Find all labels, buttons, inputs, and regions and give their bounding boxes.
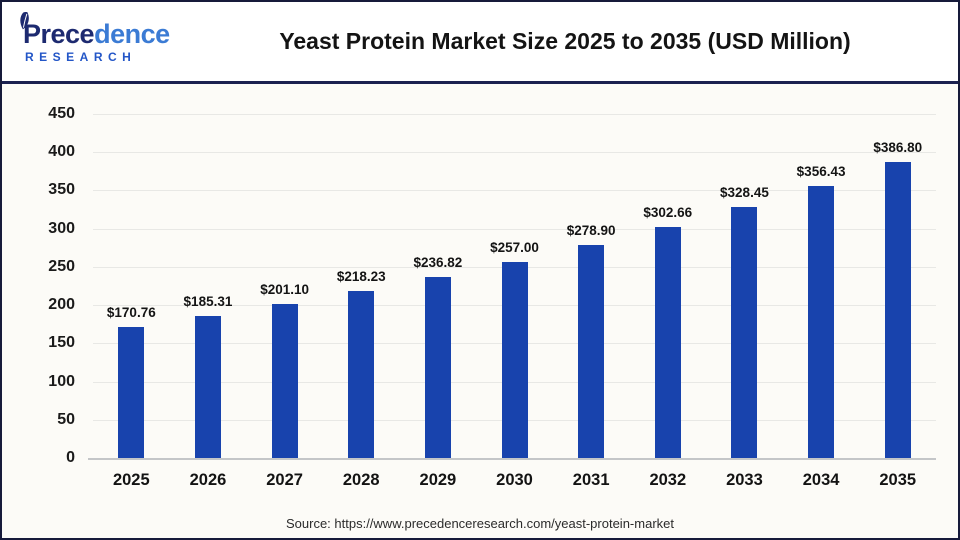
y-axis-tick-label: 400: [48, 143, 75, 161]
bar-2028: [348, 291, 375, 458]
gridline: [93, 190, 936, 192]
bar-2029: [424, 276, 451, 458]
bar-group: $218.23: [323, 114, 400, 458]
x-axis-tick-label: 2033: [726, 471, 763, 489]
bar-group: $170.76: [93, 114, 170, 458]
y-axis-tick-label: 350: [48, 181, 75, 199]
bar-2031: [578, 244, 605, 458]
chart-area: 450 400 350 300 250 200 150 100 50 0 $170.76 $185.…: [2, 84, 958, 538]
x-axis-tick-label: 2032: [649, 471, 687, 489]
y-axis-tick-label: 450: [48, 105, 75, 122]
bar-2027: [271, 304, 298, 458]
y-axis-tick-label: 0: [66, 449, 75, 466]
bar-value-label: $386.80: [873, 140, 923, 156]
bar-value-label: $278.90: [566, 222, 616, 238]
gridline: [93, 228, 936, 230]
bars-row: $170.76 $185.31 $201.10 $218.23 $236.82 $257.…: [93, 114, 936, 458]
bar-value-label: $201.10: [260, 282, 309, 298]
gridline: [93, 152, 936, 154]
x-axis-tick-label: 2029: [419, 471, 457, 489]
bar-group: $201.10: [246, 114, 323, 458]
y-axis-tick-label: 250: [48, 257, 75, 275]
y-axis-tick-label: 200: [48, 296, 75, 314]
bar-2030: [501, 261, 528, 458]
bar-value-label: $236.82: [413, 254, 463, 270]
chart-title: Yeast Protein Market Size 2025 to 2035 (…: [279, 28, 851, 54]
x-axis-line: [88, 458, 936, 460]
bar-2026: [194, 316, 221, 458]
bar-value-label: $257.00: [490, 239, 539, 255]
bar-value-label: $356.43: [796, 163, 846, 179]
bar-value-label: $302.66: [643, 204, 693, 220]
x-axis-tick-label: 2027: [266, 471, 303, 489]
bar-group: $328.45: [706, 114, 783, 458]
y-axis-tick-label: 100: [48, 372, 75, 390]
logo-subtitle: RESEARCH: [25, 50, 137, 64]
bar-group: $302.66: [629, 114, 706, 458]
bar-2033: [731, 206, 758, 458]
bar-group: $236.82: [400, 114, 477, 458]
bar-group: $257.00: [476, 114, 553, 458]
bar-group: $356.43: [783, 114, 860, 458]
bar-value-label: $185.31: [183, 294, 233, 310]
logo-text-dark: Prece: [23, 19, 95, 49]
x-axis-tick-label: 2028: [342, 471, 380, 489]
x-axis-tick-label: 2035: [879, 471, 917, 489]
header-divider: [2, 81, 958, 84]
bar-group: $185.31: [170, 114, 247, 458]
gridline: [93, 114, 936, 115]
x-axis-tick-label: 2026: [189, 471, 227, 489]
y-axis-tick-label: 50: [57, 410, 75, 428]
bar-2032: [654, 226, 681, 458]
bar-value-label: $218.23: [336, 269, 386, 285]
bar-2034: [808, 185, 835, 458]
y-axis-tick-label: 150: [48, 334, 75, 352]
x-axis-tick-label: 2025: [112, 471, 150, 489]
bar-2035: [884, 162, 911, 458]
bar-group: $278.90: [553, 114, 630, 458]
bar-2025: [118, 327, 145, 458]
leaf-icon: [20, 12, 29, 30]
x-axis-tick-label: 2034: [802, 471, 840, 489]
header: Precedence RESEARCH Yeast Protein Market…: [2, 2, 958, 81]
y-axis-tick-label: 300: [48, 219, 75, 237]
bar-group: $386.80: [859, 114, 936, 458]
x-axis-tick-label: 2030: [496, 471, 533, 489]
x-axis-tick-label: 2031: [572, 471, 610, 489]
logo-text-light: dence: [94, 19, 170, 49]
precedence-research-logo: Precedence RESEARCH: [18, 12, 196, 64]
source-text: Source: https://www.precedenceresearch.c…: [285, 516, 674, 531]
logo-wordmark: Precedence: [20, 12, 196, 49]
x-axis: 2025 2026 2027 2028 2029 2030 2031 2032 2033 2034…: [93, 471, 936, 490]
bar-value-label: $328.45: [720, 184, 769, 200]
bar-value-label: $170.76: [106, 305, 156, 321]
